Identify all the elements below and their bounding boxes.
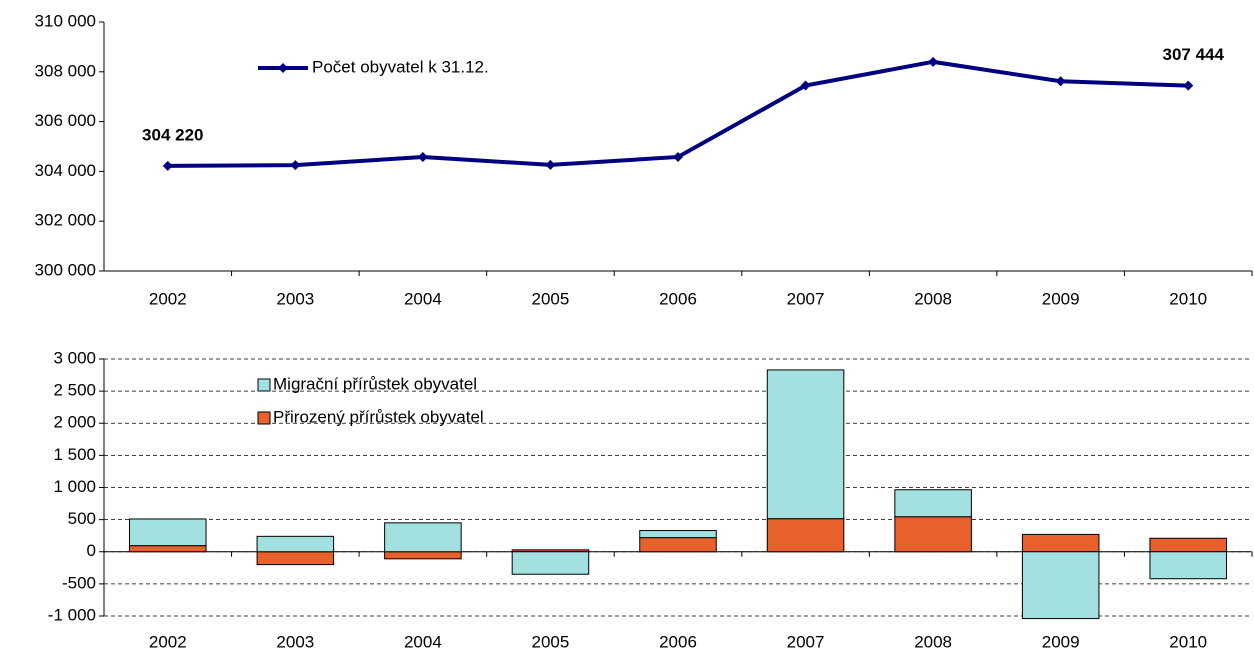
x-tick-label: 2003 <box>276 289 314 308</box>
x-tick-label: 2010 <box>1169 289 1207 308</box>
bar-segment <box>384 551 462 560</box>
legend-label: Přirozený přírůstek obyvatel <box>273 407 484 426</box>
x-tick-label: 2010 <box>1169 632 1207 651</box>
y-tick-label: 308 000 <box>35 61 96 80</box>
bar-segment <box>384 522 462 553</box>
point-marker <box>162 160 173 171</box>
y-tick-label: -1 000 <box>48 605 96 624</box>
y-tick-label: 1 000 <box>53 477 96 496</box>
data-label: 304 220 <box>142 125 203 144</box>
x-tick-label: 2006 <box>659 289 697 308</box>
bar-segment <box>1149 537 1227 553</box>
y-tick-label: 302 000 <box>35 211 96 230</box>
y-tick-label: 3 000 <box>53 348 96 367</box>
point-marker <box>417 151 428 162</box>
x-tick-label: 2002 <box>149 289 187 308</box>
legend-swatch <box>257 411 271 425</box>
bar-segment <box>639 530 717 539</box>
y-tick-label: 500 <box>68 509 96 528</box>
y-tick-label: 2 500 <box>53 381 96 400</box>
legend-marker <box>278 63 288 73</box>
x-tick-label: 2009 <box>1042 632 1080 651</box>
bar-segment <box>129 518 207 547</box>
y-tick-label: 300 000 <box>35 260 96 279</box>
point-marker <box>1055 76 1066 87</box>
x-tick-label: 2006 <box>659 632 697 651</box>
y-tick-label: 306 000 <box>35 111 96 130</box>
y-tick-label: 2 000 <box>53 413 96 432</box>
bar-segment <box>639 537 717 553</box>
legend-label: Migrační přírůstek obyvatel <box>273 374 477 393</box>
point-marker <box>673 151 683 162</box>
point-marker <box>1183 80 1194 91</box>
bar-segment <box>256 551 335 566</box>
y-tick-label: 1 500 <box>53 445 96 464</box>
bar-segment <box>1021 533 1100 553</box>
y-tick-label: 310 000 <box>35 11 96 30</box>
bar-segment <box>766 369 845 520</box>
bar-segment <box>766 518 845 553</box>
x-tick-label: 2007 <box>787 632 825 651</box>
legend-label: Počet obyvatel k 31.12. <box>312 57 489 76</box>
x-tick-label: 2002 <box>149 632 187 651</box>
point-marker <box>928 56 939 67</box>
x-tick-label: 2009 <box>1042 289 1080 308</box>
x-tick-label: 2005 <box>532 632 570 651</box>
bar-segment <box>129 545 207 553</box>
point-marker <box>290 160 301 171</box>
x-tick-label: 2008 <box>914 289 952 308</box>
bar-segment <box>894 516 972 553</box>
x-tick-label: 2008 <box>914 632 952 651</box>
legend-swatch <box>257 378 271 392</box>
y-tick-label: 304 000 <box>35 161 96 180</box>
x-tick-label: 2004 <box>404 632 442 651</box>
data-label: 307 444 <box>1162 45 1224 64</box>
data-line <box>167 59 1189 168</box>
bar-segment <box>1149 551 1227 580</box>
y-tick-label: -500 <box>62 573 96 592</box>
bar-segment <box>894 489 972 518</box>
point-marker <box>800 80 811 91</box>
x-tick-label: 2004 <box>404 289 442 308</box>
bar-segment <box>511 551 590 575</box>
point-marker <box>545 159 556 170</box>
x-tick-label: 2005 <box>532 289 570 308</box>
x-tick-label: 2003 <box>276 632 314 651</box>
x-tick-label: 2007 <box>787 289 825 308</box>
y-tick-label: 0 <box>87 541 96 560</box>
bar-segment <box>1021 551 1100 620</box>
bar-segment <box>256 535 335 553</box>
